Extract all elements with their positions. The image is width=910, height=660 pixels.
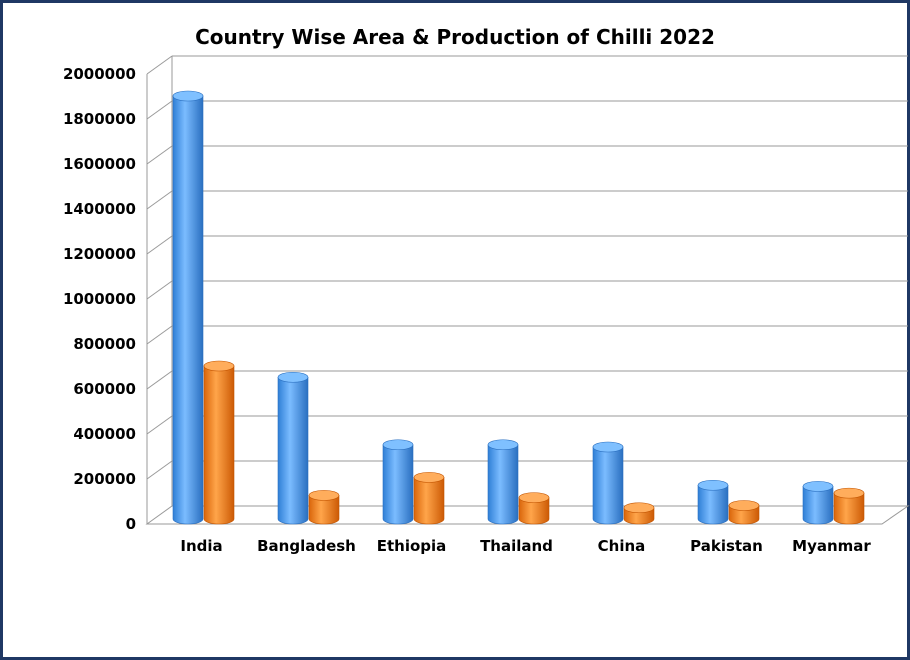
bar-body <box>802 486 834 525</box>
bar <box>487 439 519 525</box>
bar <box>802 481 834 525</box>
bar <box>277 371 309 525</box>
category-label: Myanmar <box>792 537 871 555</box>
bar <box>592 441 624 525</box>
bar-body <box>697 484 729 525</box>
gridline-side <box>146 325 173 345</box>
category-label: India <box>180 537 222 555</box>
category-labels: India Bangladesh Ethiopia Thailand China Paki… <box>180 537 871 555</box>
bar <box>382 439 414 525</box>
category-label: Ethiopia <box>377 537 447 555</box>
y-tick-label: 0 <box>126 515 136 533</box>
y-tick-label: 1400000 <box>63 200 136 218</box>
bar <box>203 360 235 525</box>
category-label: Pakistan <box>690 537 763 555</box>
bar-layer <box>172 90 865 525</box>
bar-body <box>592 446 624 525</box>
bar-top <box>487 439 519 451</box>
bar-body <box>172 95 204 525</box>
bar-body <box>203 365 235 525</box>
bar <box>697 479 729 525</box>
bar-body <box>518 497 550 525</box>
bar-top <box>382 439 414 451</box>
category-label: China <box>598 537 646 555</box>
bar <box>172 90 204 525</box>
gridline-side <box>146 460 173 480</box>
bar-body <box>308 495 340 525</box>
bar-top <box>697 479 729 491</box>
gridline-side <box>146 190 173 210</box>
floor <box>145 505 910 525</box>
bar-body <box>277 376 309 525</box>
chart-title: Country Wise Area & Production of Chilli… <box>195 25 715 49</box>
gridline-side <box>146 370 173 390</box>
bar-top <box>413 472 445 483</box>
bar-top <box>728 500 760 511</box>
gridline-side <box>146 145 173 165</box>
gridline-side <box>146 280 173 300</box>
bar-body <box>833 492 865 525</box>
y-tick-label: 400000 <box>73 425 136 443</box>
category-label: Bangladesh <box>257 537 356 555</box>
bar-top <box>802 481 834 492</box>
bar-top <box>308 490 340 501</box>
y-tick-label: 1600000 <box>63 155 136 173</box>
gridline-side <box>146 55 173 75</box>
bar-body <box>413 477 445 525</box>
y-tick-label: 1800000 <box>63 110 136 128</box>
bar-top <box>172 90 204 102</box>
gridline-side <box>146 235 173 255</box>
grid-layer <box>145 55 910 525</box>
bar <box>728 500 760 525</box>
y-tick-label: 800000 <box>73 335 136 353</box>
y-tick-label: 600000 <box>73 380 136 398</box>
bar-top <box>592 441 624 453</box>
bar-top <box>833 487 865 499</box>
bar-body <box>487 444 519 525</box>
y-tick-label: 2000000 <box>63 65 136 83</box>
y-tick-label: 1000000 <box>63 290 136 308</box>
y-tick-labels: 0 200000 400000 600000 800000 1000000 1200000 1… <box>63 65 136 533</box>
gridline-side <box>146 100 173 120</box>
bar <box>518 492 550 525</box>
bar <box>833 487 865 525</box>
category-label: Thailand <box>480 537 553 555</box>
bar <box>308 490 340 525</box>
bar <box>623 502 655 525</box>
bar-top <box>203 360 235 372</box>
y-tick-label: 200000 <box>73 470 136 488</box>
bar-top <box>623 502 655 514</box>
gridline-side <box>146 415 173 435</box>
bar-body <box>382 444 414 525</box>
bar <box>413 472 445 525</box>
bar-top <box>277 371 309 383</box>
y-tick-label: 1200000 <box>63 245 136 263</box>
bar-top <box>518 492 550 503</box>
